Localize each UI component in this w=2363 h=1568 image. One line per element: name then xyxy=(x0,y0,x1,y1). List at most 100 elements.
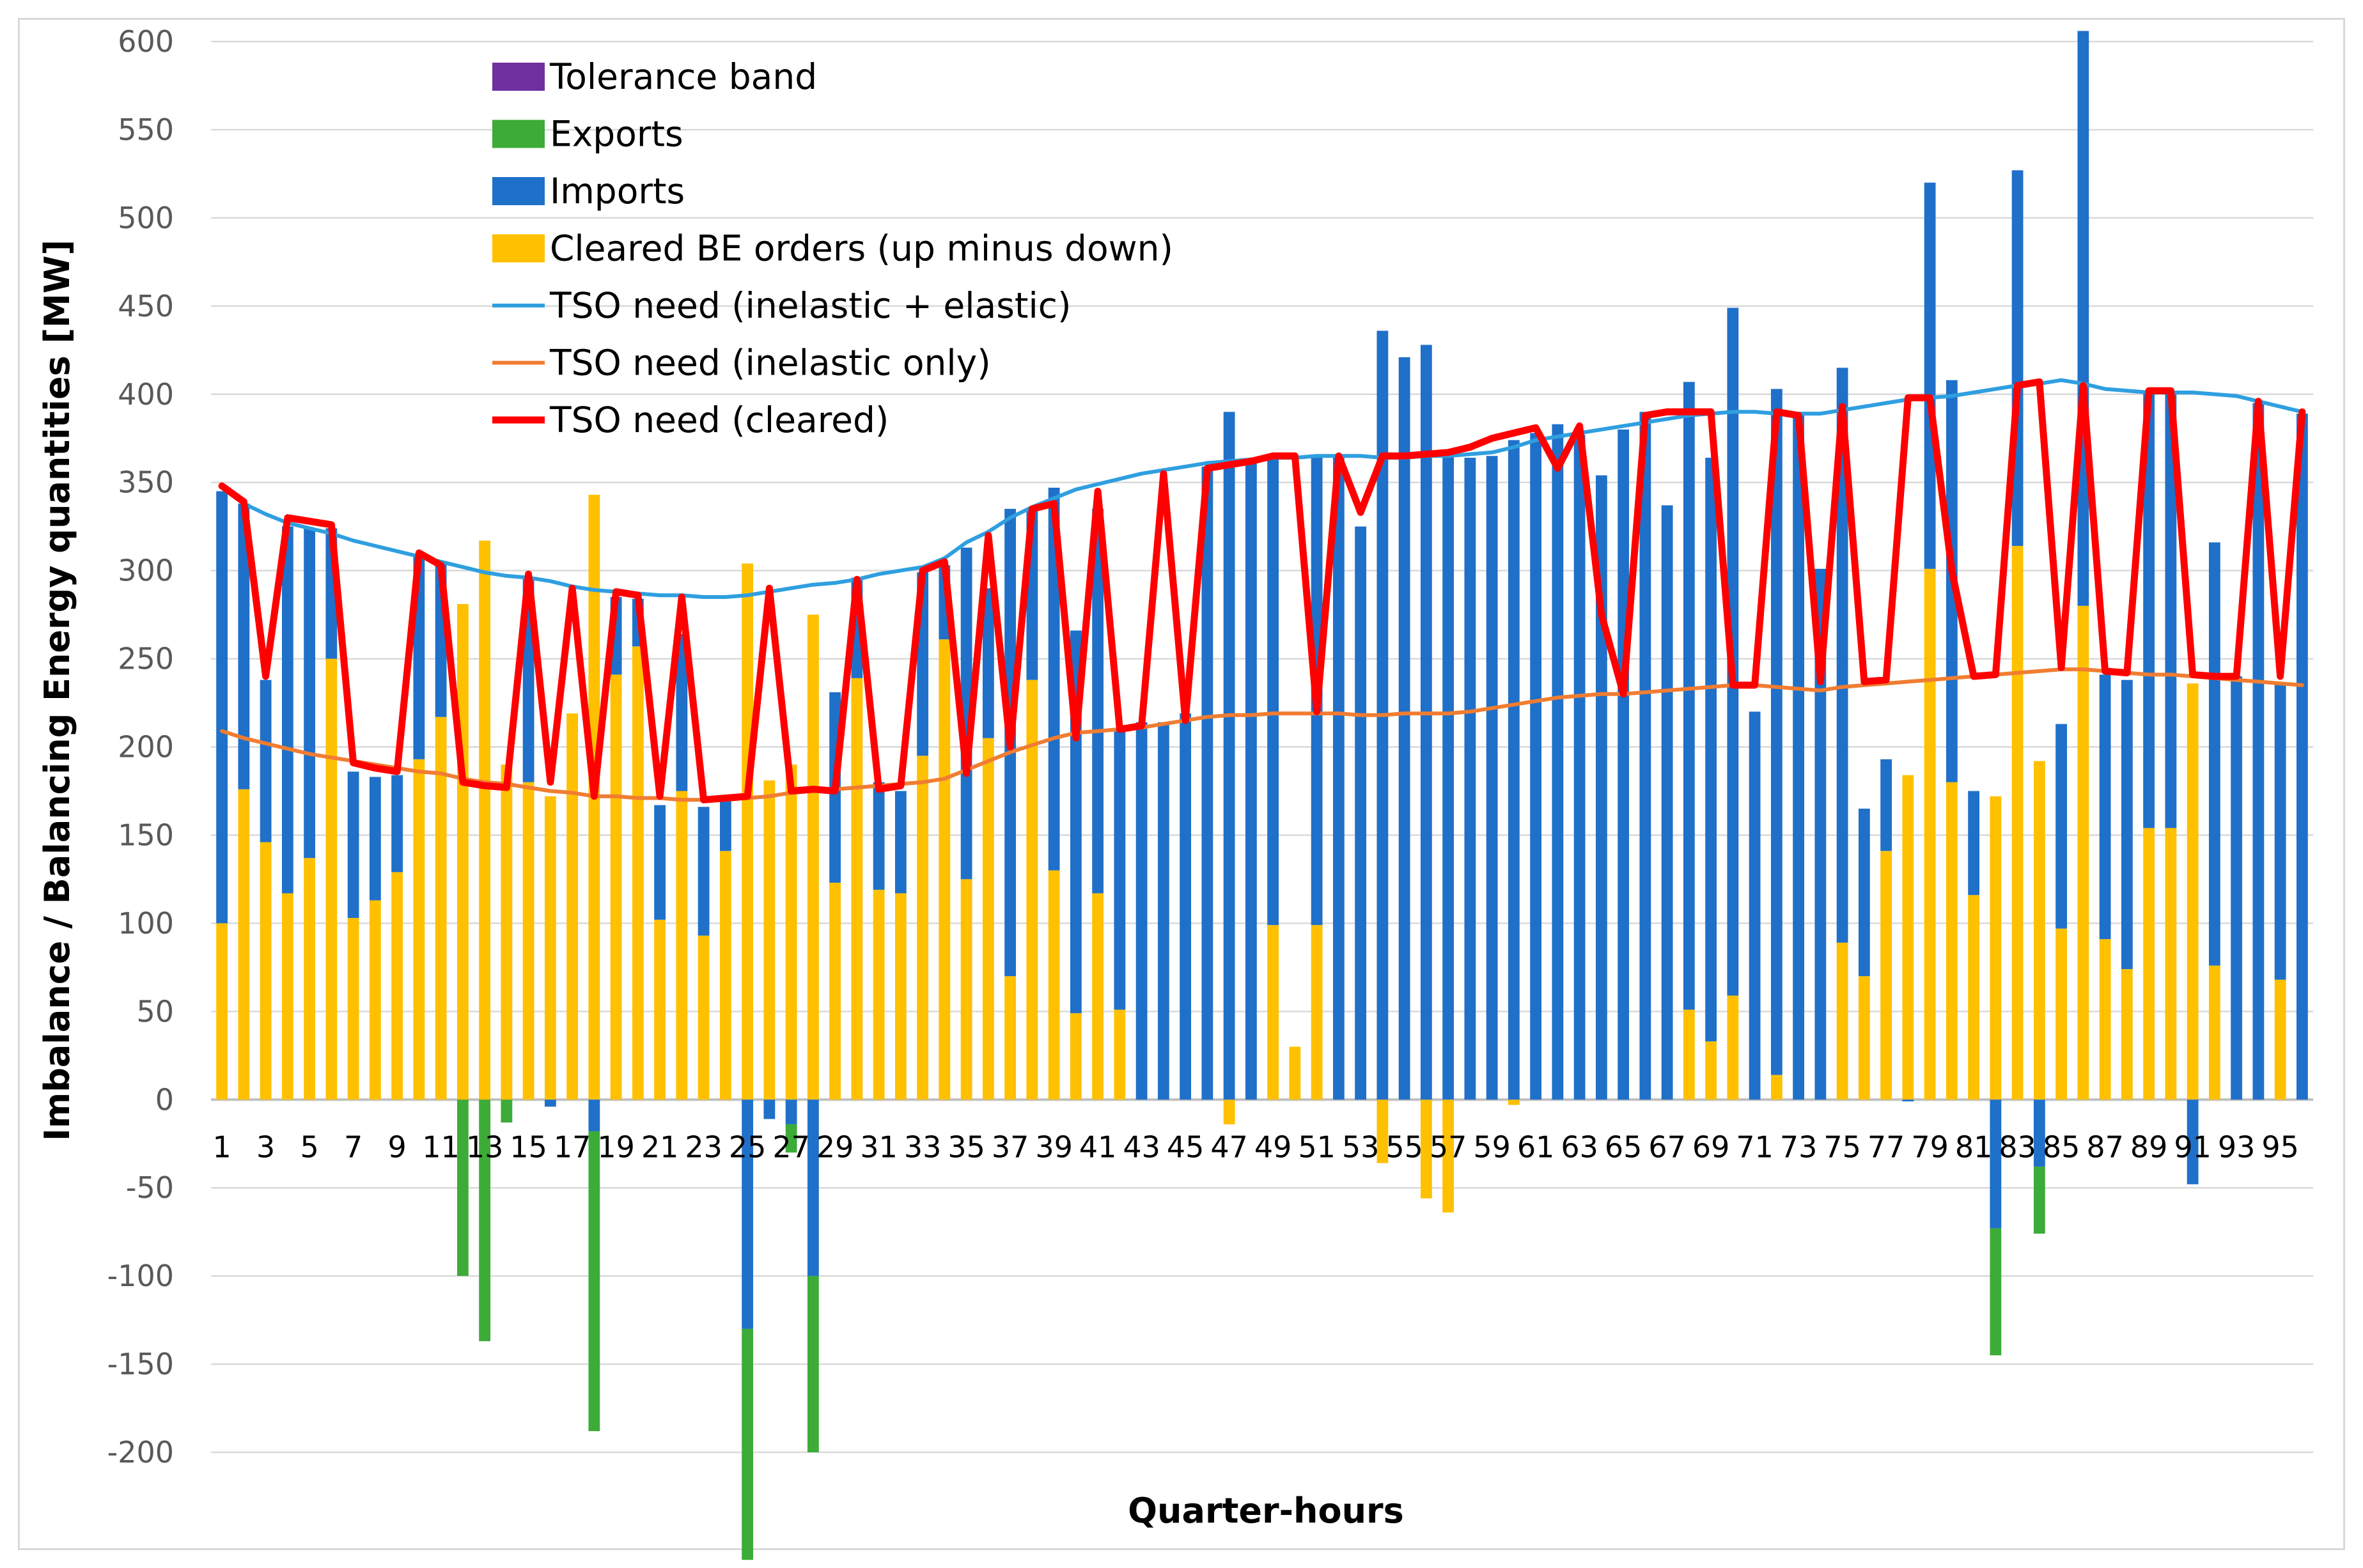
x-tick-label: 5 xyxy=(300,1129,318,1164)
bar-imports-q44 xyxy=(1157,722,1169,1100)
bar-cleared-be-orders-up-minus-down-q95 xyxy=(2274,979,2286,1100)
bar-cleared-be-orders-up-minus-down-q27 xyxy=(785,765,797,1100)
bar-imports-q66 xyxy=(1639,412,1651,1100)
bar-cleared-be-orders-up-minus-down-q49 xyxy=(1267,925,1279,1100)
bar-imports-q31 xyxy=(873,782,885,890)
x-tick-label: 39 xyxy=(1035,1129,1073,1164)
bar-exports-q82 xyxy=(1990,1228,2002,1356)
y-tick-label: 550 xyxy=(118,113,174,147)
bar-imports-q45 xyxy=(1180,713,1192,1100)
bar-imports-q82 xyxy=(1990,1099,2002,1229)
bar-imports-q72 xyxy=(1770,389,1782,1075)
bar-cleared-be-orders-up-minus-down-q32 xyxy=(894,893,907,1100)
x-tick-label: 77 xyxy=(1868,1129,1905,1164)
bar-imports-q83 xyxy=(2011,170,2024,547)
bar-imports-q18 xyxy=(588,1099,600,1131)
bar-cleared-be-orders-up-minus-down-q87 xyxy=(2099,939,2111,1100)
x-tick-label: 3 xyxy=(256,1129,275,1164)
bar-imports-q79 xyxy=(1924,182,1936,569)
bar-cleared-be-orders-up-minus-down-q8 xyxy=(369,900,381,1100)
bar-cleared-be-orders-up-minus-down-q39 xyxy=(1048,870,1060,1100)
line-tso-need-cleared xyxy=(218,378,2306,803)
x-tick-label: 95 xyxy=(2261,1129,2299,1164)
bar-cleared-be-orders-up-minus-down-q37 xyxy=(1004,976,1017,1100)
x-tick-label: 59 xyxy=(1473,1129,1511,1164)
bar-imports-q21 xyxy=(654,805,666,920)
x-tick-label: 27 xyxy=(772,1129,810,1164)
x-tick-label: 75 xyxy=(1823,1129,1861,1164)
bar-cleared-be-orders-up-minus-down-q21 xyxy=(654,919,666,1100)
bar-imports-q48 xyxy=(1245,463,1257,1100)
bar-cleared-be-orders-up-minus-down-q9 xyxy=(391,872,403,1100)
bar-imports-q91 xyxy=(2187,1099,2199,1184)
x-tick-label: 7 xyxy=(344,1129,363,1164)
bar-cleared-be-orders-up-minus-down-q16 xyxy=(544,796,556,1100)
bar-imports-q73 xyxy=(1793,414,1805,1100)
x-tick-label: 45 xyxy=(1167,1129,1205,1164)
y-tick-label: -200 xyxy=(107,1435,174,1470)
bar-cleared-be-orders-up-minus-down-q12 xyxy=(456,604,469,1100)
legend: Tolerance band Exports Imports Cleared BE o… xyxy=(492,56,1173,440)
bar-cleared-be-orders-up-minus-down-q42 xyxy=(1114,1009,1126,1100)
y-tick-label: 250 xyxy=(118,642,174,676)
x-tick-label: 23 xyxy=(685,1129,722,1164)
bar-cleared-be-orders-up-minus-down-q11 xyxy=(435,717,447,1100)
x-tick-label: 31 xyxy=(860,1129,898,1164)
bar-imports-q25 xyxy=(742,1099,754,1329)
x-tick-label: 51 xyxy=(1298,1129,1336,1164)
bar-cleared-be-orders-up-minus-down-q54 xyxy=(1376,1099,1389,1163)
bar-cleared-be-orders-up-minus-down-q36 xyxy=(982,738,994,1100)
x-tick-label: 85 xyxy=(2043,1129,2080,1164)
bar-cleared-be-orders-up-minus-down-q1 xyxy=(216,923,228,1100)
x-tick-label: 83 xyxy=(1999,1129,2036,1164)
bar-imports-q1 xyxy=(216,491,228,924)
bar-imports-q96 xyxy=(2296,414,2308,1100)
x-tick-label: 55 xyxy=(1385,1129,1423,1164)
bar-imports-q89 xyxy=(2143,392,2155,828)
bar-cleared-be-orders-up-minus-down-q19 xyxy=(610,674,622,1100)
bar-imports-q84 xyxy=(2033,1099,2045,1167)
y-tick-label: 200 xyxy=(118,730,174,765)
x-tick-label: 61 xyxy=(1517,1129,1555,1164)
bar-imports-q3 xyxy=(260,679,272,842)
bar-cleared-be-orders-up-minus-down-q41 xyxy=(1092,893,1104,1100)
bar-cleared-be-orders-up-minus-down-q34 xyxy=(939,639,951,1100)
bar-imports-q71 xyxy=(1749,711,1761,1100)
bar-imports-q36 xyxy=(982,588,994,738)
bar-exports-q25 xyxy=(742,1328,754,1560)
legend-label: TSO need (inelastic + elastic) xyxy=(549,285,1071,326)
y-tick-label: -150 xyxy=(107,1347,174,1381)
bar-imports-q59 xyxy=(1486,456,1498,1100)
y-tick-label: 100 xyxy=(118,906,174,940)
x-tick-label: 73 xyxy=(1780,1129,1818,1164)
x-tick-label: 65 xyxy=(1605,1129,1642,1164)
bar-imports-q42 xyxy=(1114,729,1126,1010)
bar-imports-q47 xyxy=(1223,412,1235,1100)
bar-exports-q18 xyxy=(588,1131,600,1431)
bar-cleared-be-orders-up-minus-down-q30 xyxy=(851,678,863,1100)
bar-cleared-be-orders-up-minus-down-q56 xyxy=(1420,1099,1432,1199)
bar-cleared-be-orders-up-minus-down-q86 xyxy=(2077,605,2089,1100)
bar-cleared-be-orders-up-minus-down-q3 xyxy=(260,842,272,1100)
x-tick-label: 41 xyxy=(1079,1129,1117,1164)
bar-exports-q12 xyxy=(456,1099,469,1277)
bar-imports-q88 xyxy=(2121,679,2133,970)
bar-imports-q41 xyxy=(1092,509,1104,894)
x-tick-label: 13 xyxy=(466,1129,504,1164)
y-tick-label: 0 xyxy=(155,1082,174,1117)
bar-imports-q69 xyxy=(1705,458,1717,1042)
bar-imports-q9 xyxy=(391,775,403,873)
bar-cleared-be-orders-up-minus-down-q60 xyxy=(1508,1099,1520,1105)
x-tick-label: 63 xyxy=(1561,1129,1598,1164)
bar-exports-q14 xyxy=(501,1099,513,1123)
y-axis-title: Imbalance / Balancing Energy quantities … xyxy=(37,240,77,1141)
bar-cleared-be-orders-up-minus-down-q90 xyxy=(2165,828,2177,1100)
bar-imports-q24 xyxy=(719,800,731,851)
bar-cleared-be-orders-up-minus-down-q13 xyxy=(479,540,491,1100)
bar-imports-q60 xyxy=(1508,440,1520,1100)
bar-cleared-be-orders-up-minus-down-q70 xyxy=(1727,995,1739,1100)
bar-cleared-be-orders-up-minus-down-q80 xyxy=(1946,782,1958,1100)
bar-cleared-be-orders-up-minus-down-q78 xyxy=(1902,775,1914,1100)
x-axis-ticks: 1 3 5 7 9 11 13 15 17 19 21 23 25 27 29 31 33 35 37 39 41 43 4… xyxy=(212,1129,2298,1164)
x-tick-label: 25 xyxy=(729,1129,767,1164)
